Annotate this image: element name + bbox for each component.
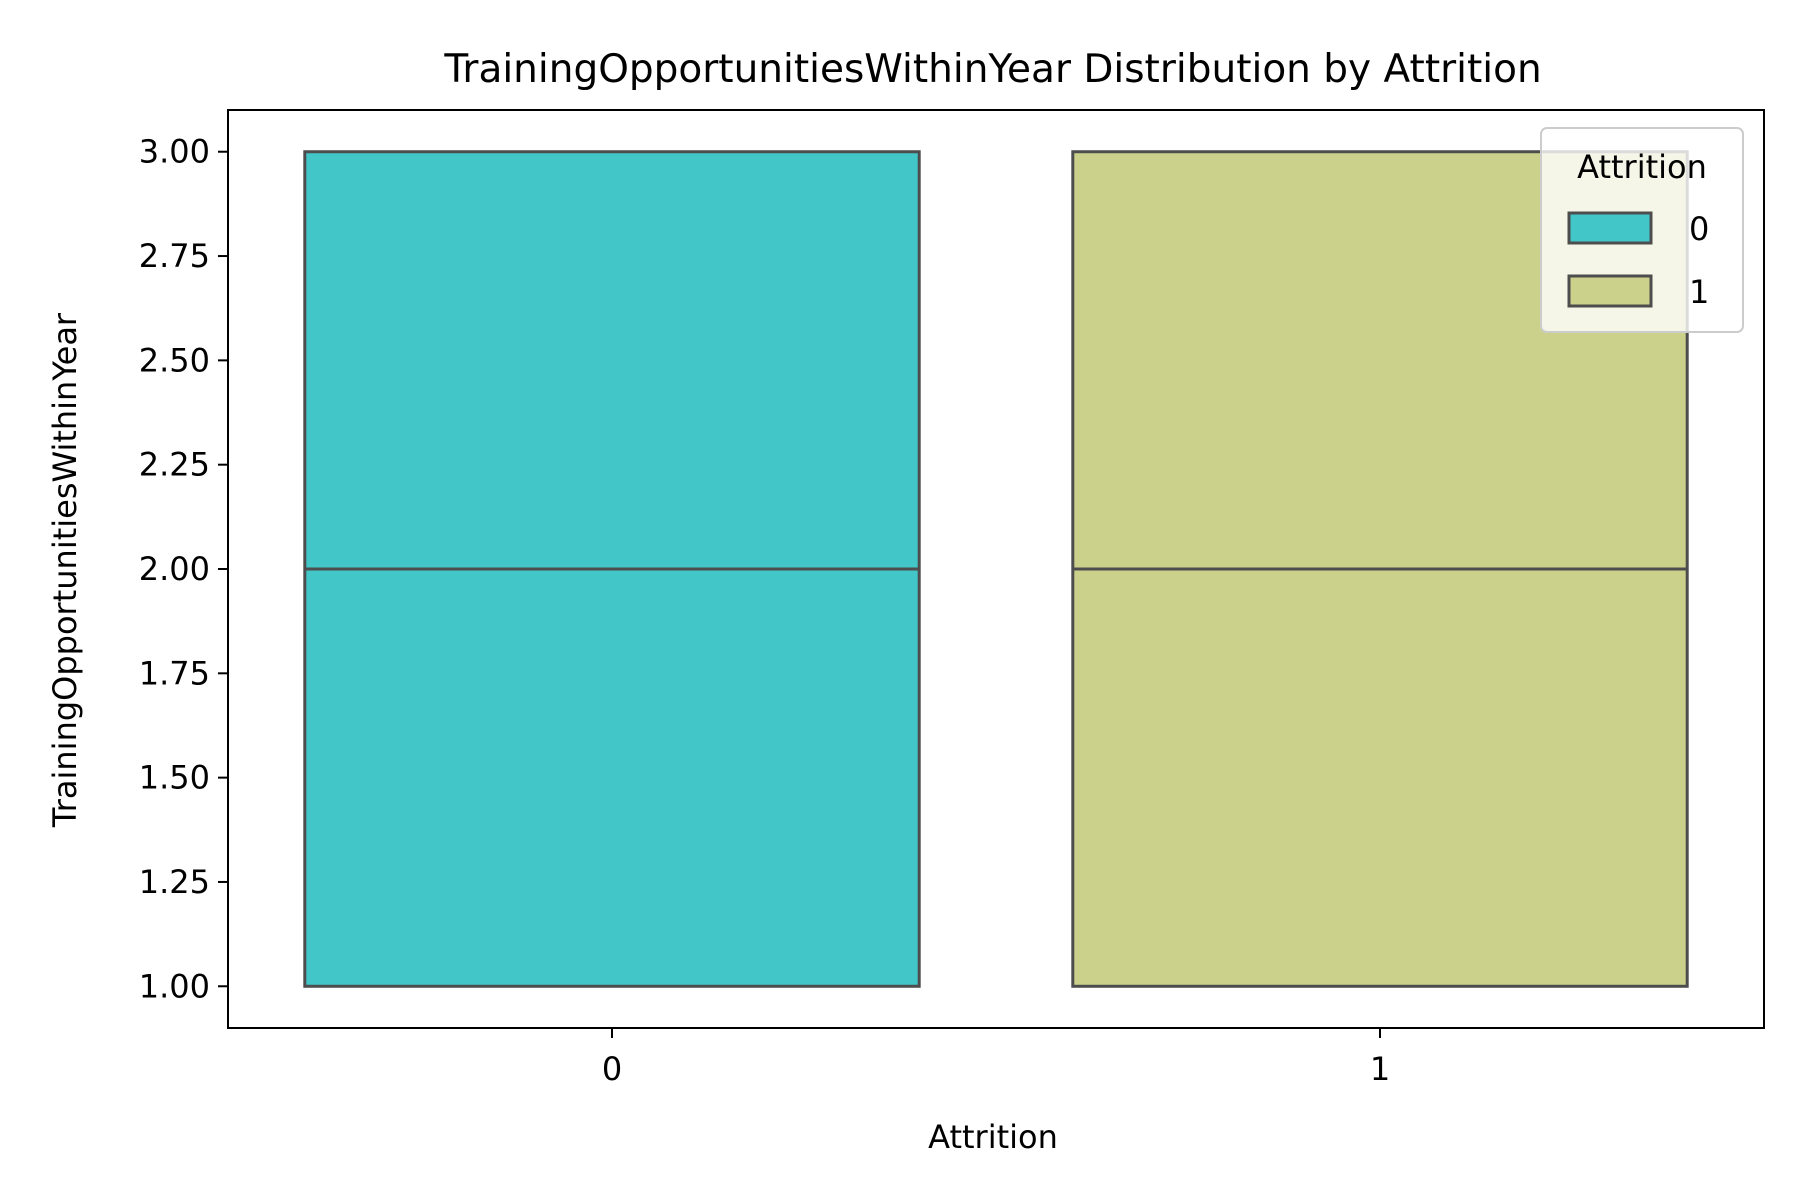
x-tick-label: 0 <box>602 1050 622 1088</box>
y-tick-label: 1.50 <box>139 759 210 797</box>
y-tick-label: 2.50 <box>139 341 210 379</box>
y-tick-label: 2.00 <box>139 550 210 588</box>
legend-swatch-1 <box>1567 274 1653 308</box>
legend-label-1: 1 <box>1689 273 1709 311</box>
y-tick-label: 1.00 <box>139 967 210 1005</box>
legend-swatch-0 <box>1567 211 1653 245</box>
y-tick-label: 2.25 <box>139 446 210 484</box>
y-tick-label: 2.75 <box>139 237 210 275</box>
y-tick-label: 3.00 <box>139 133 210 171</box>
legend-label-0: 0 <box>1689 210 1709 248</box>
legend-title: Attrition <box>1577 148 1707 186</box>
x-axis-label: Attrition <box>928 1118 1058 1156</box>
y-tick-label: 1.75 <box>139 654 210 692</box>
chart-title: TrainingOpportunitiesWithinYear Distribu… <box>443 47 1541 92</box>
y-axis-label: TrainingOpportunitiesWithinYear <box>46 312 84 828</box>
y-tick-label: 1.25 <box>139 863 210 901</box>
x-tick-label: 1 <box>1370 1050 1390 1088</box>
plot-area: 1.00 1.25 1.50 1.75 2.00 2.25 2.50 2.75 3.00 0 1 At… <box>139 109 1765 1088</box>
